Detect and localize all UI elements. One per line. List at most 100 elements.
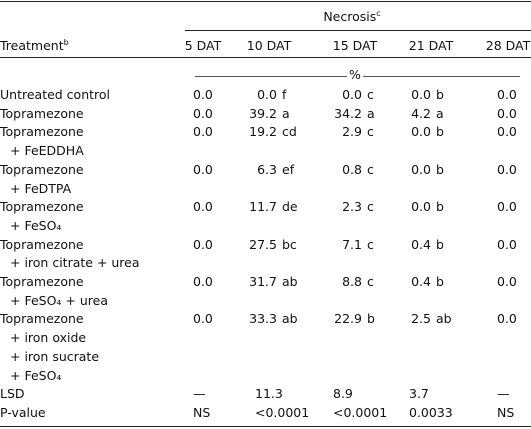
cell-value: 2.3 — [342, 199, 362, 215]
group-title: Necrosis — [323, 9, 377, 24]
cell-value: 0.0 — [342, 87, 362, 102]
cell-value: 33.3 — [249, 311, 277, 327]
column-header: 15 DAT — [332, 38, 378, 53]
unit-rule — [363, 76, 520, 77]
cell-value: 34.2 — [334, 105, 362, 121]
cell-value: 0.0 — [497, 87, 517, 102]
cell-letter: ab — [436, 311, 452, 327]
cell-letter: de — [282, 199, 298, 215]
stat-value: NS — [193, 404, 211, 420]
treatment-line: + FeSO₄ — [10, 367, 62, 383]
cell-value: 2.5 — [411, 311, 431, 327]
cell-letter: c — [367, 274, 374, 289]
cell-value: 31.7 — [249, 274, 277, 289]
treatment-line: Topramezone — [0, 161, 84, 177]
treatment-line: Topramezone — [0, 105, 84, 121]
column-header: 10 DAT — [246, 38, 292, 53]
cell-letter: c — [367, 236, 374, 252]
stat-value: — — [193, 386, 206, 402]
cell-value: 0.0 — [193, 161, 213, 177]
cell-letter: b — [367, 311, 375, 327]
treatment-title: Treatment — [0, 38, 64, 53]
cell-value: 0.4 — [411, 236, 431, 252]
cell-letter: bc — [282, 236, 297, 252]
cell-value: 0.0 — [193, 105, 213, 121]
cell-letter: b — [436, 87, 444, 102]
cell-value: 0.0 — [411, 161, 431, 177]
stat-label: P-value — [0, 404, 46, 420]
cell-value: 0.0 — [411, 124, 431, 140]
cell-value: 0.0 — [411, 199, 431, 215]
footnote-mark: c — [376, 9, 381, 18]
stat-value: — — [497, 386, 510, 402]
cell-value: 7.1 — [342, 236, 362, 252]
cell-letter: a — [282, 105, 290, 121]
cell-value: 22.9 — [334, 311, 362, 327]
group-header: Necrosisc — [323, 8, 380, 26]
cell-value: 2.9 — [342, 124, 362, 140]
header-rule — [0, 57, 531, 58]
cell-value: 0.0 — [497, 199, 517, 215]
cell-value: 0.4 — [411, 274, 431, 289]
cell-value: 6.3 — [257, 161, 277, 177]
bottom-rule — [0, 426, 531, 427]
cell-value: 19.2 — [249, 124, 277, 140]
cell-letter: ab — [282, 274, 298, 289]
cell-letter: b — [436, 199, 444, 215]
cell-value: 0.0 — [411, 87, 431, 102]
group-rule — [185, 30, 531, 31]
cell-letter: ab — [282, 311, 298, 327]
stat-value: 0.0033 — [409, 404, 453, 420]
cell-letter: b — [436, 124, 444, 140]
treatment-line: + iron citrate + urea — [10, 255, 140, 271]
treatment-line: Topramezone — [0, 124, 84, 140]
stat-label: LSD — [0, 386, 25, 402]
stat-value: <0.0001 — [333, 404, 388, 420]
cell-letter: cd — [282, 124, 297, 140]
cell-value: 27.5 — [249, 236, 277, 252]
unit-rule — [195, 76, 347, 77]
cell-value: 0.0 — [193, 236, 213, 252]
treatment-line: Topramezone — [0, 199, 84, 215]
cell-letter: a — [436, 105, 444, 121]
cell-value: 0.0 — [193, 87, 213, 102]
treatment-line: + iron sucrate — [10, 348, 100, 364]
treatment-line: + FeSO₄ — [10, 217, 62, 233]
cell-value: 0.0 — [497, 274, 517, 289]
cell-value: 11.7 — [249, 199, 277, 215]
cell-letter: c — [367, 124, 374, 140]
treatment-line: + FeSO₄ + urea — [10, 292, 108, 308]
cell-value: 0.0 — [497, 105, 517, 121]
footnote-mark: b — [63, 38, 69, 47]
cell-value: 8.8 — [342, 274, 362, 289]
stat-value: 11.3 — [255, 386, 283, 402]
cell-letter: c — [367, 199, 374, 215]
cell-value: 0.0 — [257, 87, 277, 102]
cell-letter: a — [367, 105, 375, 121]
cell-value: 0.0 — [497, 236, 517, 252]
cell-value: 0.0 — [193, 199, 213, 215]
stat-value: NS — [497, 404, 515, 420]
treatment-line: Topramezone — [0, 274, 84, 289]
cell-value: 0.0 — [497, 311, 517, 327]
cell-letter: f — [282, 87, 287, 102]
column-header: 5 DAT — [184, 38, 222, 53]
cell-letter: c — [367, 161, 374, 177]
cell-value: 0.0 — [193, 124, 213, 140]
top-rule — [0, 1, 531, 2]
stat-value: 8.9 — [333, 386, 353, 402]
column-header: 21 DAT — [408, 38, 454, 53]
stat-value: 3.7 — [409, 386, 429, 402]
stat-value: <0.0001 — [255, 404, 310, 420]
cell-value: 0.0 — [193, 274, 213, 289]
column-header: 28 DAT — [485, 38, 531, 53]
treatment-line: + iron oxide — [10, 330, 87, 346]
cell-letter: b — [436, 236, 444, 252]
treatment-line: Untreated control — [0, 87, 111, 102]
cell-value: 4.2 — [411, 105, 431, 121]
treatment-line: + FeDTPA — [10, 180, 72, 196]
cell-value: 39.2 — [249, 105, 277, 121]
treatment-line: Topramezone — [0, 311, 84, 327]
cell-value: 0.0 — [497, 161, 517, 177]
